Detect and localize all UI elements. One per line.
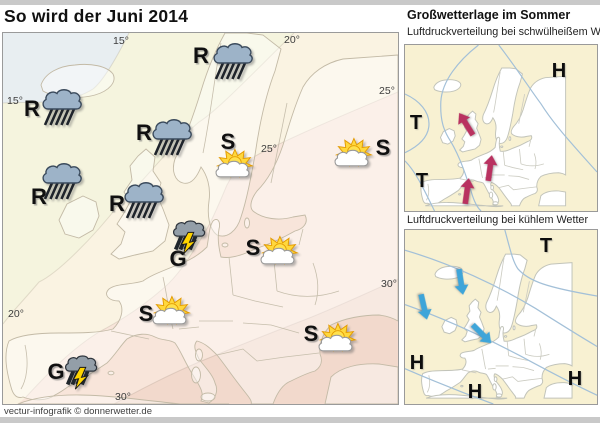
rain-cloud-icon	[42, 89, 82, 126]
sun-cloud-icon	[152, 295, 191, 325]
pressure-map-hot: H T T	[404, 44, 598, 212]
sun-marker-letter: S	[303, 321, 319, 346]
panel-subtitle-hot: Luftdruckverteilung bei schwülheißem Wet…	[407, 26, 600, 38]
cool-air-arrow	[454, 268, 469, 295]
rain-cloud-icon	[152, 119, 192, 156]
credit-line: vectur-infografik © donnerwetter.de	[4, 406, 152, 417]
rain-cloud-icon	[42, 163, 82, 200]
rain-marker-letter: R	[31, 184, 47, 209]
temperature-label: 25°	[379, 85, 395, 97]
temperature-label: 20°	[8, 308, 24, 320]
cool-air-arrow	[470, 322, 492, 344]
thunderstorm-marker-letter: G	[47, 359, 65, 384]
sun-marker-letter: S	[375, 135, 391, 160]
thunderstorm-marker-letter: G	[169, 246, 187, 271]
sun-cloud-icon	[215, 148, 254, 178]
rain-marker-letter: R	[193, 43, 209, 68]
rain-cloud-icon	[213, 43, 253, 80]
page-title: So wird der Juni 2014	[4, 6, 189, 26]
warm-air-arrow	[460, 178, 475, 205]
low-pressure-label: T	[409, 112, 423, 134]
sun-cloud-icon	[318, 322, 357, 352]
temperature-label: 15°	[113, 35, 129, 47]
warm-air-arrow	[458, 112, 476, 137]
europe-forecast-map: 15° 15° 20° 20° 25° 25° 30° 30° R R R R …	[2, 32, 399, 405]
high-pressure-label: H	[551, 60, 567, 82]
rain-marker-letter: R	[109, 191, 125, 216]
pressure-map-cool-graphic	[405, 230, 597, 404]
low-pressure-label: T	[415, 170, 429, 192]
high-pressure-label: H	[409, 352, 425, 374]
sun-cloud-icon	[260, 235, 299, 265]
temperature-label: 20°	[284, 34, 300, 46]
temperature-label: 15°	[7, 95, 23, 107]
high-pressure-label: H	[467, 381, 483, 403]
thunderstorm-icon	[173, 220, 206, 255]
thunderstorm-icon	[65, 355, 98, 390]
high-pressure-label: H	[567, 368, 583, 390]
panel-subtitle-cool: Luftdruckverteilung bei kühlem Wetter	[407, 214, 589, 226]
warm-air-arrow	[483, 155, 498, 182]
sun-cloud-icon	[334, 137, 373, 167]
pressure-map-hot-graphic	[405, 45, 597, 211]
rain-cloud-icon	[124, 182, 164, 219]
temperature-label: 30°	[381, 278, 397, 290]
panel-title: Großwetterlage im Sommer	[407, 8, 571, 22]
rain-marker-letter: R	[136, 120, 152, 145]
cool-air-arrow	[417, 293, 432, 320]
pressure-map-cool: T H H H	[404, 229, 598, 405]
sun-marker-letter: S	[220, 129, 236, 154]
temperature-label: 30°	[115, 391, 131, 403]
sun-marker-letter: S	[245, 235, 261, 260]
top-bar	[0, 0, 600, 5]
bottom-bar	[0, 417, 600, 423]
sun-marker-letter: S	[138, 301, 154, 326]
rain-marker-letter: R	[24, 96, 40, 121]
temperature-label: 25°	[261, 143, 277, 155]
low-pressure-label: T	[539, 235, 553, 257]
